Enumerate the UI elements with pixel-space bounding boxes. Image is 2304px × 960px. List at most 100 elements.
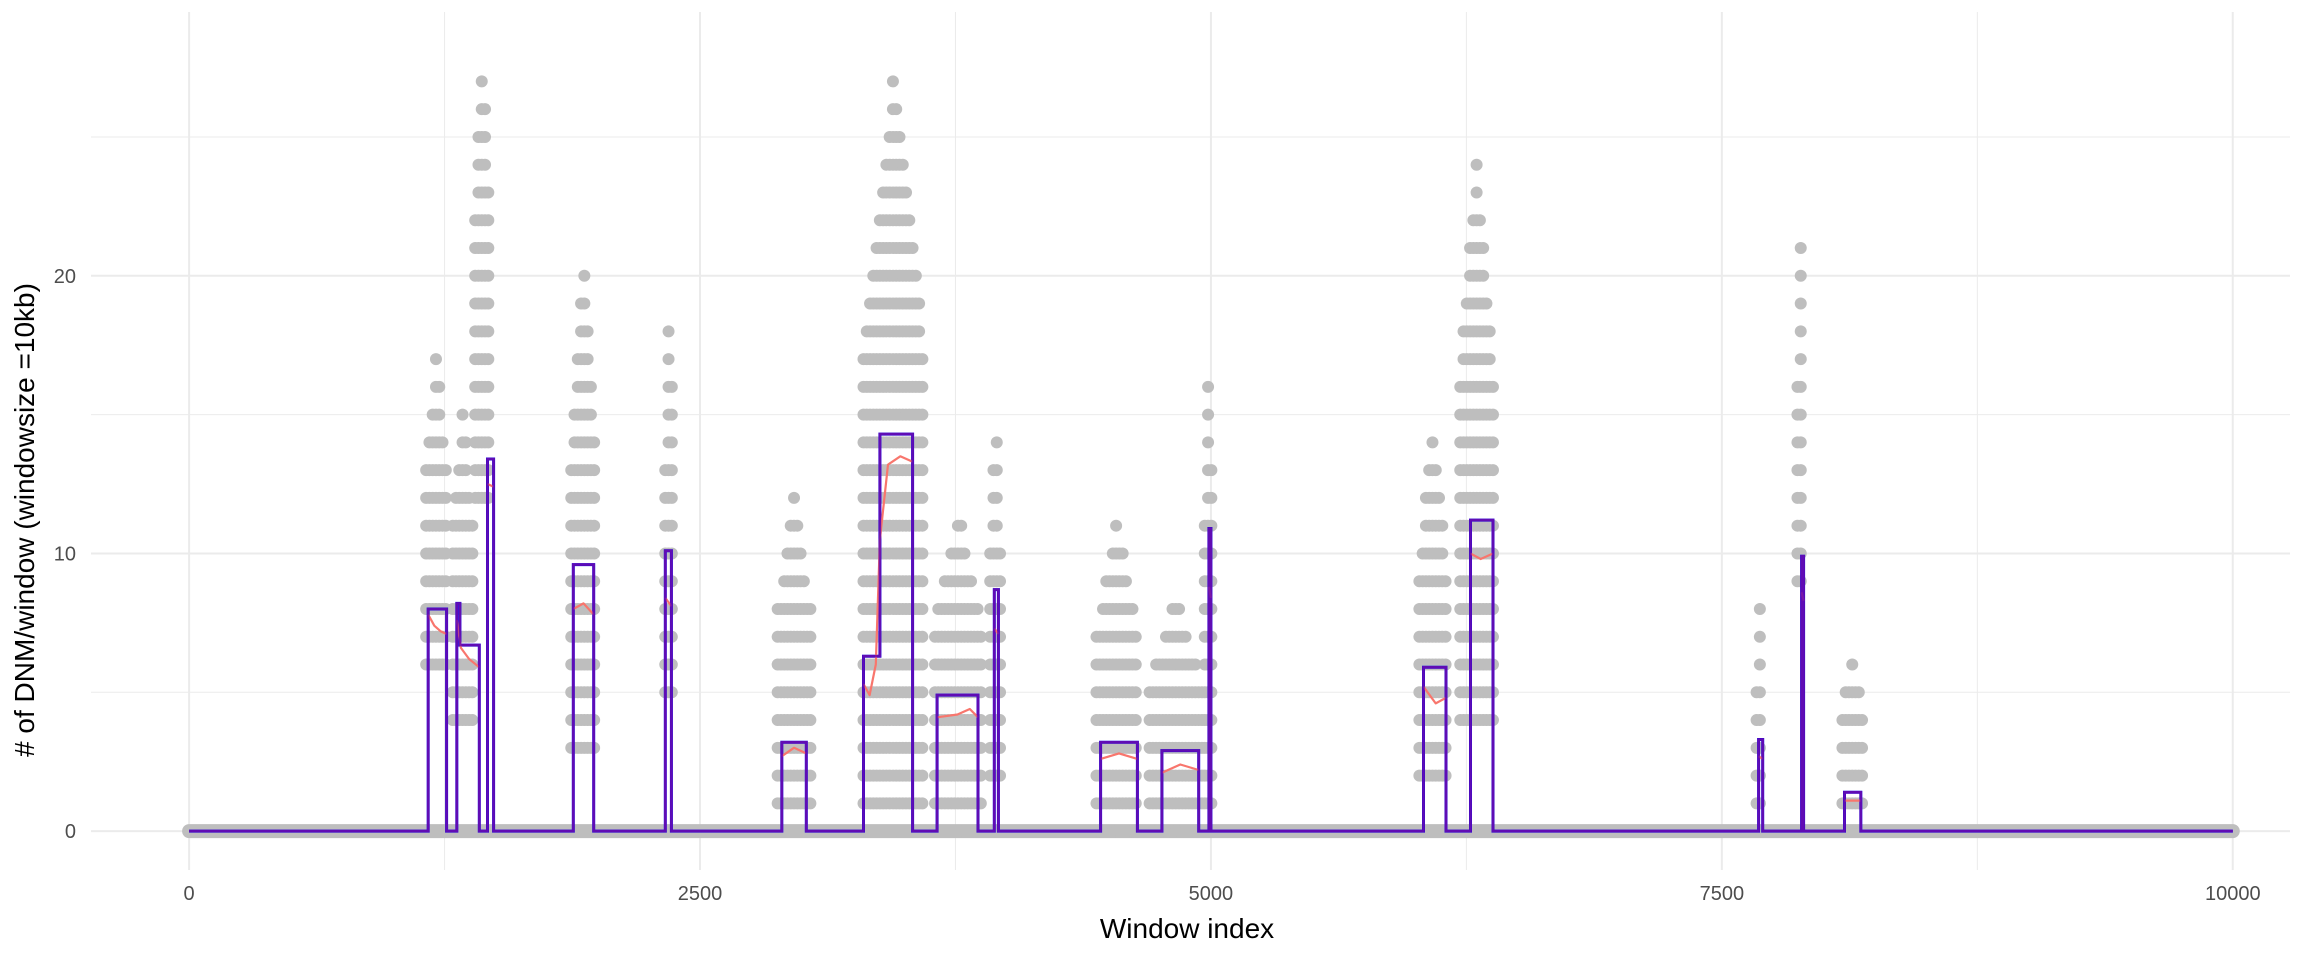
data-point: [665, 380, 678, 393]
data-point: [965, 575, 978, 588]
data-point: [804, 658, 817, 671]
y-tick-label: 0: [65, 821, 76, 843]
data-point: [804, 630, 817, 643]
data-point: [1794, 464, 1807, 477]
data-point: [916, 714, 929, 727]
data-point: [994, 630, 1007, 643]
data-point: [804, 714, 817, 727]
data-point: [482, 325, 495, 338]
data-point: [466, 602, 479, 615]
data-point: [1110, 519, 1123, 532]
data-point: [466, 686, 479, 699]
y-tick-label: 20: [54, 266, 76, 288]
data-point: [1129, 686, 1142, 699]
data-point: [439, 491, 452, 504]
data-point: [466, 630, 479, 643]
data-point: [1439, 630, 1452, 643]
data-point: [900, 186, 913, 199]
data-point: [482, 436, 495, 449]
data-point: [1129, 630, 1142, 643]
data-point: [994, 602, 1007, 615]
data-point: [482, 186, 495, 199]
data-point: [994, 658, 1007, 671]
data-point: [665, 436, 678, 449]
data-point: [433, 380, 446, 393]
data-point: [916, 686, 929, 699]
data-point: [588, 491, 601, 504]
data-point: [1856, 769, 1869, 782]
data-point: [578, 297, 591, 310]
data-point: [588, 464, 601, 477]
data-point: [909, 269, 922, 282]
data-point: [1856, 714, 1869, 727]
data-point: [584, 380, 597, 393]
data-point: [1486, 380, 1499, 393]
data-point: [903, 214, 916, 227]
data-point: [665, 519, 678, 532]
data-point: [475, 75, 488, 88]
data-point: [1116, 547, 1129, 560]
data-point: [433, 408, 446, 421]
data-point: [994, 547, 1007, 560]
data-point: [459, 436, 472, 449]
data-point: [1753, 714, 1766, 727]
y-tick-label: 10: [54, 543, 76, 565]
data-point: [1753, 602, 1766, 615]
data-point: [1794, 297, 1807, 310]
data-point: [479, 158, 492, 171]
data-point: [916, 464, 929, 477]
data-point: [1753, 658, 1766, 671]
data-point: [581, 325, 594, 338]
data-point: [1794, 408, 1807, 421]
data-point: [974, 658, 987, 671]
data-point: [466, 575, 479, 588]
data-point: [1433, 491, 1446, 504]
data-point: [791, 519, 804, 532]
data-point: [1794, 353, 1807, 366]
data-point: [916, 575, 929, 588]
data-point: [913, 297, 926, 310]
data-point: [466, 547, 479, 560]
data-point: [1129, 797, 1142, 810]
data-point: [662, 325, 675, 338]
data-point: [588, 519, 601, 532]
data-point: [1429, 464, 1442, 477]
data-point: [994, 575, 1007, 588]
data-point: [896, 158, 909, 171]
data-point: [1129, 769, 1142, 782]
x-tick-label: 0: [184, 883, 195, 905]
data-point: [439, 464, 452, 477]
data-point: [588, 547, 601, 560]
data-point: [479, 103, 492, 116]
data-point: [1473, 214, 1486, 227]
data-point: [479, 130, 492, 143]
data-point: [482, 297, 495, 310]
data-point: [1470, 186, 1483, 199]
data-point: [916, 630, 929, 643]
x-axis-ticks: 0 2500 5000 7500 10000: [184, 883, 2261, 905]
data-point: [804, 686, 817, 699]
data-point: [990, 436, 1003, 449]
data-point: [804, 602, 817, 615]
data-point: [459, 464, 472, 477]
data-point: [1486, 408, 1499, 421]
data-point: [797, 575, 810, 588]
data-point: [1846, 658, 1859, 671]
data-point: [1179, 630, 1192, 643]
data-lines: [189, 432, 2233, 833]
data-point: [1480, 297, 1493, 310]
data-point: [1436, 547, 1449, 560]
data-point: [990, 464, 1003, 477]
data-point: [429, 353, 442, 366]
data-point: [1436, 519, 1449, 532]
data-point: [482, 353, 495, 366]
x-tick-label: 7500: [1700, 883, 1745, 905]
data-point: [1119, 575, 1132, 588]
data-point: [466, 714, 479, 727]
data-point: [990, 519, 1003, 532]
data-point: [1794, 491, 1807, 504]
data-point: [1486, 436, 1499, 449]
data-point: [482, 214, 495, 227]
data-point: [1129, 714, 1142, 727]
